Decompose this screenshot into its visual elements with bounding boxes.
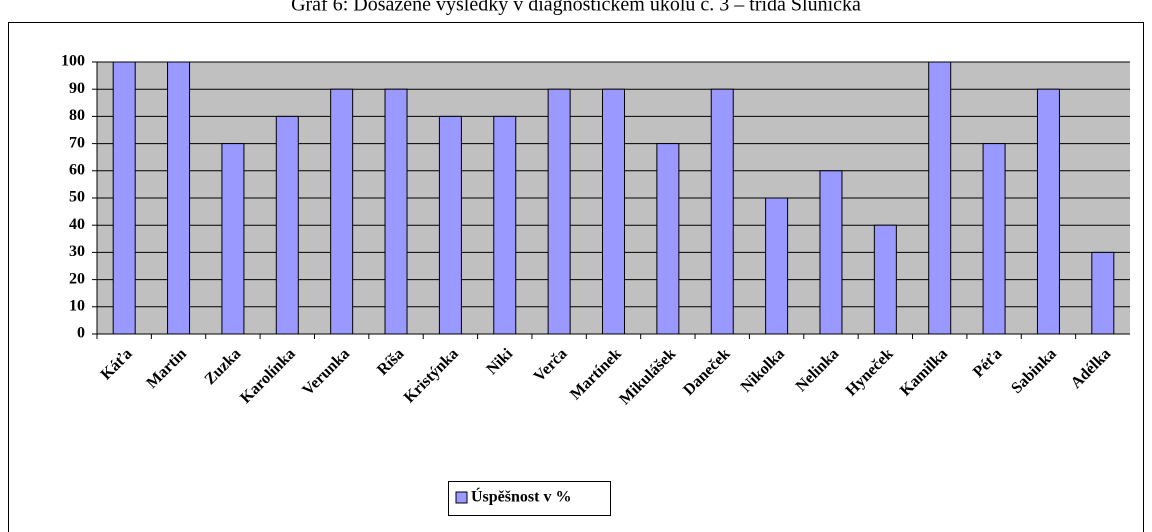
bar [221,143,245,335]
bar [275,115,299,335]
bar [1091,251,1115,335]
bar [493,115,517,335]
chart-title: Graf 6: Dosažené výsledky v diagnostické… [291,0,861,16]
bar [710,88,734,335]
bar [819,170,843,335]
bar [1036,88,1060,335]
bar [602,88,625,335]
bar [873,224,897,335]
bar [112,61,136,335]
bar [765,197,789,335]
y-tick-label: 80 [69,107,85,124]
y-tick-label: 50 [69,189,85,206]
legend-label: Úspěšnost v % [471,487,571,506]
y-tick-label: 40 [69,216,85,233]
y-tick-label: 60 [69,161,85,178]
y-tick-label: 10 [69,297,85,314]
bar [656,143,680,335]
bar [982,143,1006,335]
y-tick-label: 70 [69,134,85,151]
y-tick-label: 20 [69,270,85,287]
bar [167,61,191,335]
bar [928,61,952,335]
y-tick-label: 90 [69,80,85,97]
bar [547,88,571,335]
legend-swatch [455,491,468,504]
y-tick-label: 100 [61,53,85,70]
y-tick-label: 30 [69,243,85,260]
bar [330,88,354,335]
bar [438,115,462,335]
legend: Úspěšnost v % [448,481,611,516]
bar [384,88,408,335]
legend-box [448,481,611,516]
y-tick-label: 0 [77,325,85,342]
